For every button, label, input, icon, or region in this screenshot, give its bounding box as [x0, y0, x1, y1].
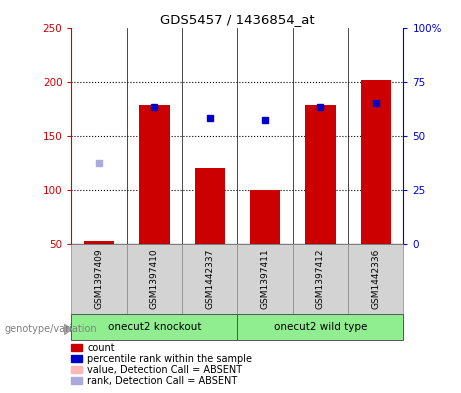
Title: GDS5457 / 1436854_at: GDS5457 / 1436854_at	[160, 13, 315, 26]
Text: percentile rank within the sample: percentile rank within the sample	[87, 354, 252, 364]
Bar	[361, 81, 391, 244]
Text: GSM1442336: GSM1442336	[371, 249, 380, 309]
Text: count: count	[87, 343, 115, 353]
Bar	[250, 189, 280, 244]
Text: genotype/variation: genotype/variation	[5, 324, 97, 334]
Text: GSM1397412: GSM1397412	[316, 249, 325, 309]
Bar	[237, 244, 293, 314]
Bar	[127, 244, 182, 314]
Text: onecut2 knockout: onecut2 knockout	[108, 322, 201, 332]
Text: GSM1397409: GSM1397409	[95, 249, 104, 309]
Bar	[348, 244, 403, 314]
Bar	[305, 105, 336, 244]
Text: value, Detection Call = ABSENT: value, Detection Call = ABSENT	[87, 365, 242, 375]
Bar	[139, 105, 170, 244]
Bar	[71, 244, 127, 314]
Text: GSM1397410: GSM1397410	[150, 249, 159, 309]
Text: GSM1397411: GSM1397411	[260, 249, 270, 309]
Bar	[71, 314, 237, 340]
Bar	[237, 314, 403, 340]
Text: onecut2 wild type: onecut2 wild type	[274, 322, 367, 332]
Bar	[84, 241, 114, 244]
Bar	[195, 168, 225, 244]
Bar	[182, 244, 237, 314]
Bar	[293, 244, 348, 314]
Polygon shape	[64, 324, 72, 335]
Text: rank, Detection Call = ABSENT: rank, Detection Call = ABSENT	[87, 376, 237, 386]
Text: GSM1442337: GSM1442337	[205, 249, 214, 309]
